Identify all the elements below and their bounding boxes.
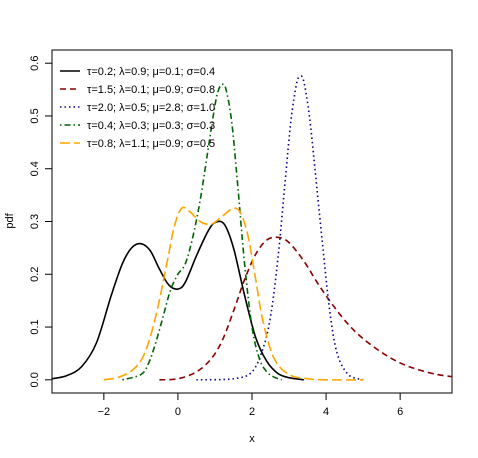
- y-tick-label: 0.2: [29, 267, 41, 282]
- legend-label-1: τ=0.2; λ=0.9; μ=0.1; σ=0.4: [87, 66, 215, 78]
- x-tick-label: 2: [249, 406, 255, 418]
- y-axis-title: pdf: [4, 212, 16, 228]
- series-line-1: [52, 220, 304, 381]
- y-tick-label: 0.6: [29, 56, 41, 71]
- legend: τ=0.2; λ=0.9; μ=0.1; σ=0.4 τ=1.5; λ=0.1; …: [60, 66, 215, 150]
- series-line-3: [196, 75, 364, 381]
- x-axis-title: x: [249, 433, 255, 445]
- series-layer: [52, 75, 452, 381]
- y-tick-label: 0.1: [29, 319, 41, 334]
- x-axis: −2 0 2 4 6: [98, 392, 403, 418]
- legend-label-3: τ=2.0; λ=0.5; μ=2.8; σ=1.0: [87, 102, 215, 114]
- legend-label-2: τ=1.5; λ=0.1; μ=0.9; σ=0.8: [87, 84, 215, 96]
- y-axis: 0.0 0.1 0.2 0.3 0.4 0.5 0.6: [29, 56, 53, 387]
- series-line-5: [103, 206, 364, 381]
- legend-label-5: τ=0.8; λ=1.1; μ=0.9; σ=0.5: [87, 138, 215, 150]
- legend-label-4: τ=0.4; λ=0.3; μ=0.3; σ=0.3: [87, 120, 215, 132]
- x-tick-label: 4: [323, 406, 329, 418]
- y-tick-label: 0.0: [29, 372, 41, 387]
- y-tick-label: 0.4: [29, 161, 41, 176]
- y-tick-label: 0.3: [29, 214, 41, 229]
- x-tick-label: 0: [175, 406, 181, 418]
- x-tick-label: 6: [397, 406, 403, 418]
- series-line-4: [122, 83, 282, 381]
- x-tick-label: −2: [98, 406, 111, 418]
- series-line-2: [159, 236, 452, 381]
- y-tick-label: 0.5: [29, 108, 41, 123]
